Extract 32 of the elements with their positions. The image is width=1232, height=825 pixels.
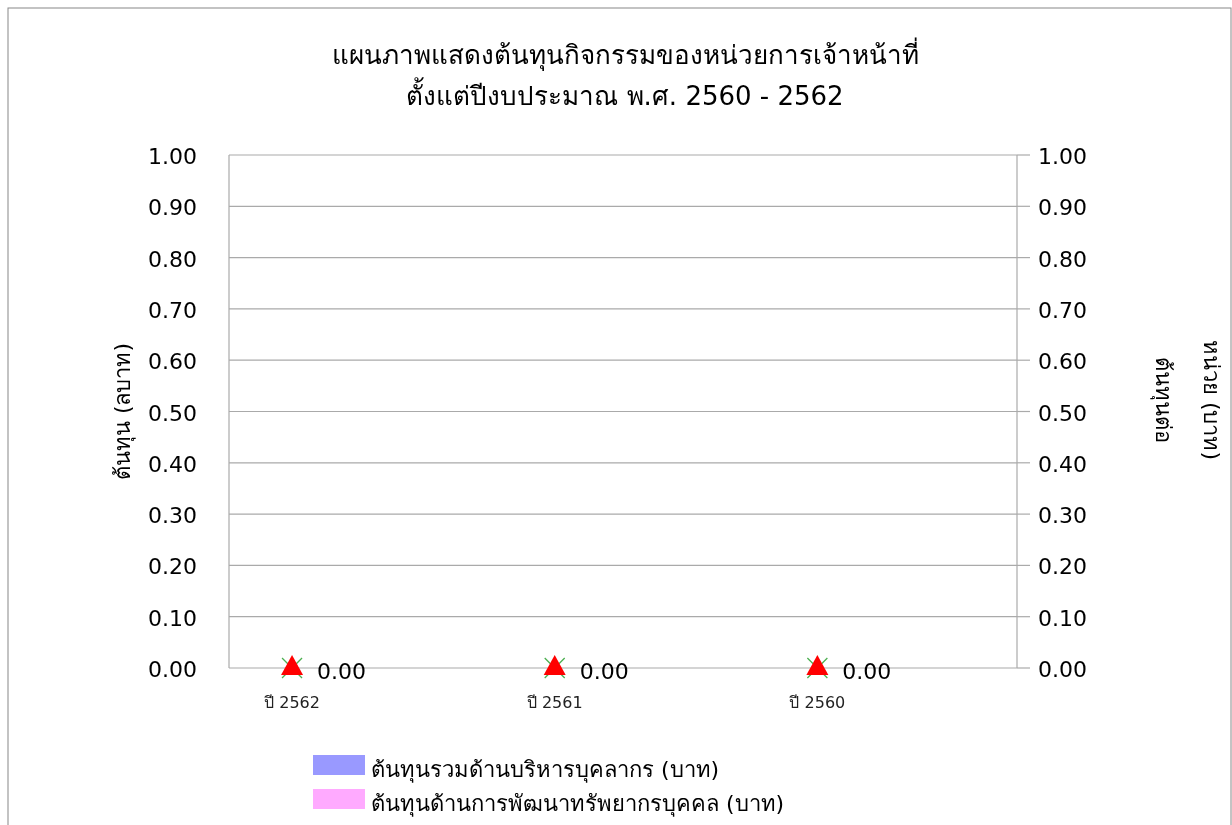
y2-tick-label: 0.00 bbox=[1038, 657, 1087, 682]
y2-tick-label: 0.40 bbox=[1038, 451, 1087, 477]
y2-axis-title: ต้นทุนต่อ หน่วย (บาท) bbox=[1150, 339, 1224, 461]
data-label: 0.00 bbox=[579, 659, 629, 684]
y2-tick-label: 0.20 bbox=[1038, 554, 1087, 580]
y-tick-label: 0.60 bbox=[148, 349, 197, 375]
y-tick-label: 0.00 bbox=[148, 657, 197, 682]
y2-tick-label: 0.60 bbox=[1038, 349, 1087, 375]
y-tick-label: 0.20 bbox=[148, 554, 197, 580]
y2-tick-label: 0.30 bbox=[1038, 503, 1087, 529]
data-label: 0.00 bbox=[317, 659, 367, 684]
y-tick-label: 0.40 bbox=[148, 451, 197, 477]
y-tick-label: 0.70 bbox=[148, 297, 197, 323]
y-tick-label: 0.30 bbox=[148, 503, 197, 529]
y2-tick-label: 0.70 bbox=[1038, 297, 1087, 323]
y-tick-label: 0.80 bbox=[148, 246, 197, 272]
y2-tick-label: 0.50 bbox=[1038, 400, 1087, 426]
x-tick-label: ปี 2561 bbox=[526, 693, 583, 712]
y-tick-label: 0.90 bbox=[148, 195, 197, 221]
data-label: 0.00 bbox=[842, 659, 892, 684]
y-tick-label: 0.50 bbox=[148, 400, 197, 426]
y2-tick-label: 0.90 bbox=[1038, 195, 1087, 221]
legend-label: ต้นทุนด้านการพัฒนาทรัพยากรบุคคล (บาท) bbox=[371, 791, 785, 817]
y2-tick-label: 0.10 bbox=[1038, 605, 1087, 631]
y2-tick-label: 1.00 bbox=[1038, 144, 1087, 169]
x-tick-label: ปี 2560 bbox=[789, 693, 846, 712]
y-tick-label: 0.10 bbox=[148, 605, 197, 631]
x-tick-label: ปี 2562 bbox=[264, 693, 320, 712]
y-tick-label: 1.00 bbox=[148, 144, 197, 169]
y-axis-title: ต้นทุน (ลบาท) bbox=[110, 342, 136, 481]
legend-label: ต้นทุนรวมด้านบริหารบุคลากร (บาท) bbox=[371, 757, 720, 783]
y2-tick-label: 0.80 bbox=[1038, 246, 1087, 272]
